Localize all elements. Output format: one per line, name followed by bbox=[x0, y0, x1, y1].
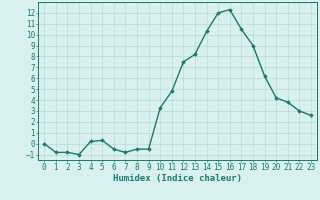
X-axis label: Humidex (Indice chaleur): Humidex (Indice chaleur) bbox=[113, 174, 242, 183]
